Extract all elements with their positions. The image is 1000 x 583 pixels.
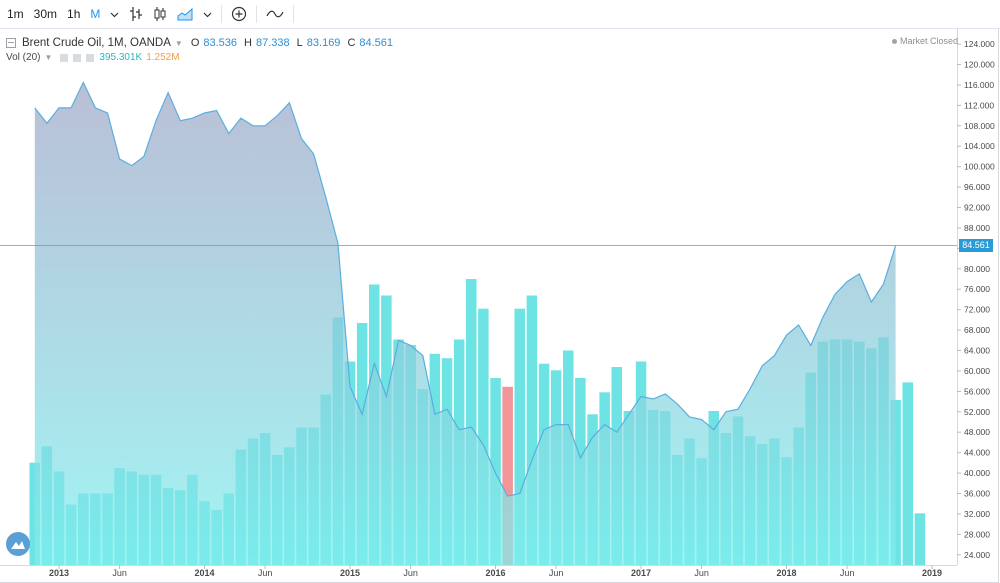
y-tick-label: 116.000: [964, 80, 994, 90]
open-label: O: [190, 37, 200, 49]
y-tick-label: 68.000: [964, 325, 990, 335]
volume-bar: [478, 308, 489, 565]
y-tick-label: 104.000: [964, 141, 995, 151]
x-tick-label: 2019: [922, 568, 942, 578]
toolbar-divider: [256, 5, 258, 23]
x-tick-label: 2015: [340, 568, 360, 578]
close-value: 84.561: [359, 37, 394, 49]
price-line: [34, 81, 897, 497]
y-tick-label: 120.000: [964, 60, 995, 70]
chart-toolbar: 1m 30m 1h M: [0, 0, 1000, 29]
chevron-down-icon[interactable]: ▼: [44, 53, 53, 62]
candlestick-style-icon[interactable]: [148, 0, 172, 28]
symbol-title[interactable]: Brent Crude Oil, 1M, OANDA: [22, 37, 171, 49]
y-tick-label: 24.000: [964, 550, 990, 560]
y-tick-label: 124.000: [964, 39, 995, 49]
last-price-tag: 84.561: [959, 239, 993, 252]
toolbar-divider: [221, 5, 223, 23]
volume-legend: Vol (20) ▼ 395.301K 1.252M: [6, 52, 180, 63]
price-area: [34, 82, 896, 566]
y-tick-label: 108.000: [964, 121, 995, 131]
market-status: Market Closed: [891, 36, 958, 46]
y-tick-label: 40.000: [964, 468, 990, 478]
interval-monthly-button[interactable]: M: [90, 7, 101, 21]
y-tick-label: 48.000: [964, 427, 990, 437]
compare-wave-icon[interactable]: [261, 0, 289, 28]
chevron-down-icon[interactable]: ▼: [174, 38, 183, 48]
y-tick-label: 96.000: [964, 182, 990, 192]
volume-bar: [526, 295, 538, 565]
volume-bar: [29, 462, 40, 565]
volume-bar: [890, 400, 901, 565]
interval-30m-button[interactable]: 30m: [33, 7, 58, 21]
tradingview-logo-icon[interactable]: [6, 532, 30, 556]
low-label: L: [296, 37, 303, 49]
status-dot-icon: [891, 38, 897, 44]
y-tick-label: 52.000: [964, 407, 990, 417]
volume-bar: [502, 386, 513, 565]
area-chart-style-icon[interactable]: [172, 0, 198, 28]
y-tick-label: 88.000: [964, 223, 990, 233]
high-value: 87.338: [256, 37, 290, 49]
y-tick-label: 76.000: [964, 284, 990, 294]
volume-bar: [490, 378, 501, 565]
y-tick-label: 32.000: [964, 509, 990, 519]
y-tick-label: 112.000: [964, 100, 994, 110]
x-tick-label: 2017: [631, 568, 651, 578]
x-tick-label: Jun: [694, 568, 709, 578]
y-tick-label: 72.000: [964, 305, 990, 315]
y-tick-label: 92.000: [964, 203, 990, 213]
x-tick-label: Jun: [112, 568, 127, 578]
low-value: 83.169: [306, 37, 341, 49]
x-tick-label: Jun: [549, 568, 564, 578]
y-tick-label: 56.000: [964, 386, 990, 396]
x-tick-label: 2013: [49, 568, 69, 578]
y-tick-label: 44.000: [964, 448, 990, 458]
volume-value: 395.301K: [99, 52, 143, 63]
y-tick-label: 80.000: [964, 264, 990, 274]
y-tick-label: 60.000: [964, 366, 990, 376]
symbol-legend: Brent Crude Oil, 1M, OANDA ▼ O 83.536 H 87…: [6, 37, 396, 49]
volume-indicator-label[interactable]: Vol (20): [6, 52, 41, 63]
market-status-text: Market Closed: [899, 36, 958, 46]
toolbar-divider: [293, 5, 295, 23]
y-tick-label: 28.000: [964, 529, 990, 539]
y-tick-label: 36.000: [964, 489, 990, 499]
x-tick-label: 2016: [485, 568, 505, 578]
add-indicator-icon[interactable]: [226, 0, 252, 28]
interval-1h-button[interactable]: 1h: [67, 7, 81, 21]
chevron-down-icon[interactable]: [198, 0, 217, 28]
close-icon[interactable]: [86, 53, 95, 62]
x-tick-label: Jun: [258, 568, 273, 578]
open-value: 83.536: [203, 37, 238, 49]
interval-1m-button[interactable]: 1m: [7, 7, 24, 21]
x-tick-label: Jun: [840, 568, 855, 578]
y-tick-label: 100.000: [964, 162, 995, 172]
volume-bar: [514, 308, 525, 565]
volume-ma-value: 1.252M: [146, 52, 180, 63]
x-tick-label: 2014: [194, 568, 214, 578]
collapse-legend-icon[interactable]: [6, 38, 16, 48]
settings-icon[interactable]: [73, 53, 82, 62]
bar-chart-style-icon[interactable]: [124, 0, 148, 28]
x-tick-label: 2018: [776, 568, 796, 578]
close-label: C: [347, 37, 356, 49]
y-tick-label: 64.000: [964, 346, 990, 356]
chevron-down-icon[interactable]: [105, 0, 124, 28]
volume-bar: [902, 382, 913, 565]
high-label: H: [244, 37, 252, 49]
volume-bar: [466, 279, 477, 565]
volume-bar: [914, 513, 926, 565]
x-tick-label: Jun: [403, 568, 418, 578]
eye-icon[interactable]: [60, 53, 69, 62]
